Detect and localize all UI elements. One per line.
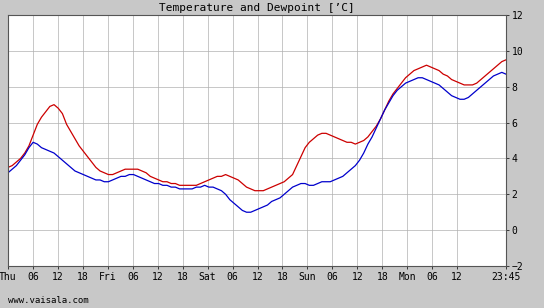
Title: Temperature and Dewpoint [’C]: Temperature and Dewpoint [’C] — [159, 3, 355, 13]
Text: www.vaisala.com: www.vaisala.com — [8, 296, 89, 305]
